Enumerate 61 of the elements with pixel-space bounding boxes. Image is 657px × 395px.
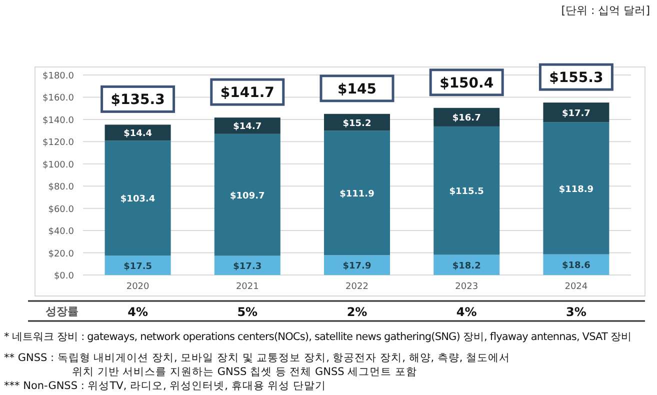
x-tick-label: 2021 (236, 282, 259, 292)
data-label: $14.4 (124, 129, 152, 140)
y-tick-label: $180.0 (42, 72, 74, 82)
data-label: $109.7 (230, 191, 265, 202)
bar (434, 254, 500, 275)
chart-subtitle: [단위 : 십억 달러] (561, 4, 650, 17)
bar (104, 256, 171, 275)
data-label: $115.5 (449, 187, 484, 198)
y-tick-label: $60.0 (48, 204, 74, 215)
y-tick-label: $80.0 (48, 182, 74, 193)
total-label: $145 (338, 81, 376, 98)
y-tick-label: $160.0 (42, 94, 74, 104)
bar (434, 108, 500, 126)
bar (543, 254, 610, 275)
total-label: $155.3 (549, 70, 604, 86)
data-label: $18.6 (562, 261, 590, 272)
bar (104, 140, 171, 256)
x-tick-label: 2023 (455, 282, 478, 292)
y-tick-label: $100.0 (42, 160, 74, 170)
text: 3% (566, 305, 586, 319)
bar (214, 118, 280, 134)
bar (324, 114, 390, 131)
x-tick-label: 2022 (346, 282, 368, 292)
text: 4% (456, 305, 477, 319)
text: 2% (346, 305, 368, 319)
text: 5% (237, 305, 258, 319)
data-label: $17.3 (233, 262, 262, 272)
text: 위치 기반 서비스를 지원하는 GNSS 칩셋 등 전체 GNSS 세그먼트 포함 (72, 366, 418, 378)
data-label: $111.9 (340, 189, 374, 200)
bar (324, 130, 390, 256)
data-label: $103.4 (120, 194, 156, 205)
y-tick-label: $120.0 (42, 138, 74, 148)
bar (324, 255, 390, 275)
total-label: $135.3 (110, 92, 165, 108)
x-tick-label: 2020 (126, 282, 150, 292)
y-tick-label: $0.0 (54, 272, 74, 282)
data-label: $17.7 (562, 108, 590, 119)
data-label: $15.2 (342, 118, 372, 129)
x-tick-label: 2024 (564, 282, 588, 292)
bar (543, 122, 610, 254)
y-tick-label: $140.0 (42, 116, 74, 126)
data-label: $16.7 (452, 114, 481, 124)
data-label: $17.5 (124, 262, 152, 272)
data-label: $17.9 (342, 262, 372, 272)
data-label: $14.7 (233, 122, 262, 132)
bar (214, 256, 280, 275)
bar (543, 102, 610, 122)
text: ** GNSS : 독립형 내비게이션 장치, 모바일 장치 및 교통정보 장치, 항공전자 장치, 해양, 측량, 철도에서 (4, 352, 510, 364)
text: 성장률 (46, 305, 78, 318)
text: *** Non-GNSS : 위성TV, 라디오, 위성인터넷, 휴대용 위성 단말기 (4, 380, 326, 392)
total-label: $150.4 (440, 75, 494, 92)
bar (434, 126, 500, 255)
data-label: $118.9 (558, 184, 594, 195)
total-label: $141.7 (220, 85, 274, 102)
data-label: $18.2 (452, 261, 481, 272)
y-tick-label: $40.0 (48, 227, 74, 238)
bar (104, 124, 171, 141)
bar (214, 134, 280, 256)
y-tick-label: $20.0 (48, 249, 74, 260)
text: * 네트워크 장비 : gateways, network operations centers(NOCs), satellite news gathering(SNG) 장비, flyaway antennas, VSAT 장비 (4, 331, 632, 343)
text: 4% (128, 305, 148, 319)
